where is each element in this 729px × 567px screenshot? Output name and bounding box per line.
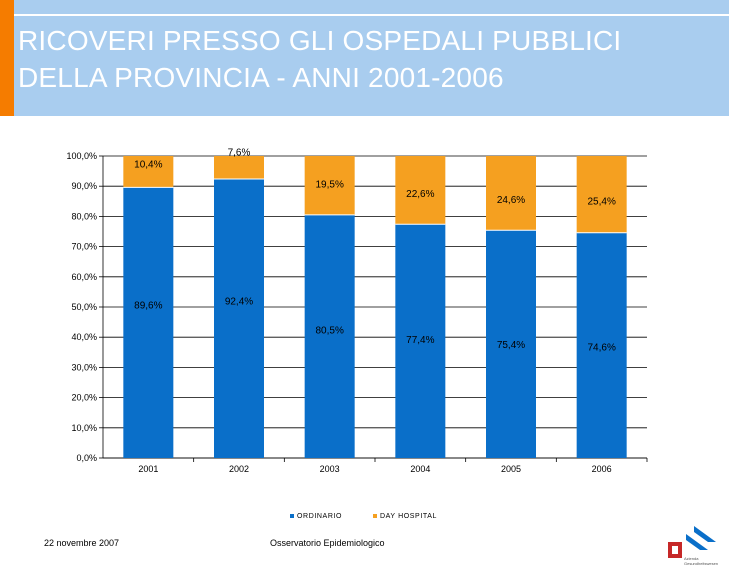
y-tick-label: 40,0% <box>71 332 97 342</box>
y-tick-label: 90,0% <box>71 181 97 191</box>
x-tick-label: 2006 <box>592 464 612 474</box>
data-label-day-hospital: 24,6% <box>497 195 525 206</box>
x-tick-label: 2001 <box>138 464 158 474</box>
bar-ordinario <box>304 214 355 458</box>
header-band <box>0 0 729 116</box>
x-tick-label: 2004 <box>410 464 430 474</box>
bar-ordinario <box>576 232 627 458</box>
bar-day-hospital <box>214 156 264 179</box>
bar-ordinario <box>395 224 446 458</box>
data-label-ordinario: 92,4% <box>225 296 253 307</box>
data-label-ordinario: 74,6% <box>587 342 615 353</box>
bar-day-hospital <box>304 156 355 215</box>
logo-text: Azienda Gesundheitswesen <box>684 556 719 566</box>
legend-swatch-ordinario <box>290 514 294 518</box>
header-accent-bar <box>0 0 14 116</box>
y-tick-label: 50,0% <box>71 302 97 312</box>
data-label-day-hospital: 19,5% <box>315 179 343 190</box>
footer-source: Osservatorio Epidemiologico <box>270 538 385 548</box>
y-tick-label: 20,0% <box>71 393 97 403</box>
footer-date: 22 novembre 2007 <box>44 538 120 548</box>
bar-day-hospital <box>123 156 174 188</box>
y-tick-label: 0,0% <box>76 453 97 463</box>
y-tick-label: 10,0% <box>71 423 97 433</box>
y-tick-label: 80,0% <box>71 211 97 221</box>
x-tick-label: 2003 <box>320 464 340 474</box>
y-tick-label: 60,0% <box>71 272 97 282</box>
y-tick-label: 70,0% <box>71 242 97 252</box>
data-label-day-hospital: 25,4% <box>587 196 615 207</box>
data-label-day-hospital: 7,6% <box>228 147 251 158</box>
bar-day-hospital <box>486 156 536 231</box>
data-label-ordinario: 75,4% <box>497 340 525 351</box>
x-tick-label: 2005 <box>501 464 521 474</box>
legend-swatch-day-hospital <box>373 514 377 518</box>
health-service-logo-icon <box>668 526 716 558</box>
data-label-ordinario: 77,4% <box>406 335 434 346</box>
data-label-ordinario: 89,6% <box>134 301 162 312</box>
legend-label-day-hospital: DAY HOSPITAL <box>380 513 437 520</box>
bar-ordinario <box>123 187 174 458</box>
y-tick-label: 100,0% <box>66 151 97 161</box>
data-label-day-hospital: 10,4% <box>134 160 162 171</box>
bar-ordinario <box>486 230 536 458</box>
x-tick-label: 2002 <box>229 464 249 474</box>
data-label-day-hospital: 22,6% <box>406 189 434 200</box>
y-tick-label: 30,0% <box>71 362 97 372</box>
data-label-ordinario: 80,5% <box>315 325 343 336</box>
bar-day-hospital <box>576 156 627 233</box>
bar-day-hospital <box>395 156 446 225</box>
header-rule <box>14 14 729 16</box>
bar-ordinario <box>214 178 264 458</box>
legend-label-ordinario: ORDINARIO <box>297 513 342 520</box>
page-title: RICOVERI PRESSO GLI OSPEDALI PUBBLICI DE… <box>18 25 622 93</box>
